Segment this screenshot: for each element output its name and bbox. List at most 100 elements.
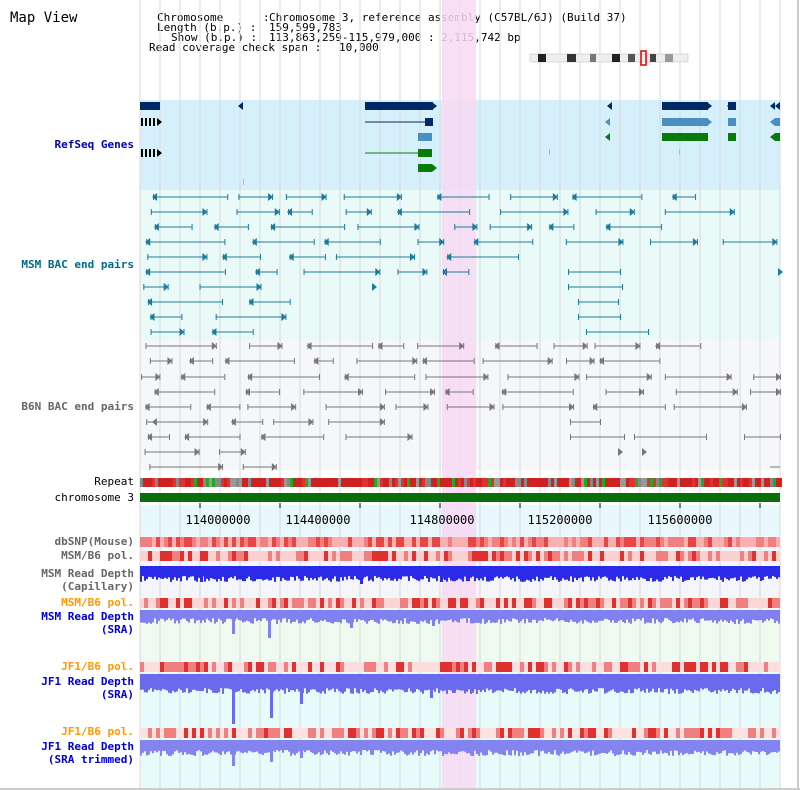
depth-bar xyxy=(750,740,752,755)
depth-bar xyxy=(408,566,410,581)
pol-block xyxy=(560,551,564,561)
repeat-block xyxy=(191,478,194,487)
pol-block xyxy=(264,551,268,561)
repeat-block xyxy=(410,478,413,487)
pol-block xyxy=(156,551,160,561)
depth-bar xyxy=(654,610,656,624)
depth-bar xyxy=(598,740,600,754)
jf1-depth-trim-label-1[interactable]: JF1 Read Depth xyxy=(41,740,134,753)
depth-bar xyxy=(166,566,168,579)
pol-block xyxy=(320,662,324,672)
pol-block xyxy=(200,598,204,608)
pol-block xyxy=(228,728,232,738)
depth-bar xyxy=(640,610,642,621)
feature-arrow xyxy=(548,223,554,231)
depth-bar xyxy=(350,566,352,580)
depth-bar xyxy=(280,566,282,582)
depth-bar xyxy=(650,566,652,578)
bac-end xyxy=(422,358,424,364)
depth-bar xyxy=(338,674,340,691)
depth-bar xyxy=(298,740,300,752)
repeat-block xyxy=(275,478,278,487)
depth-bar xyxy=(582,566,584,582)
depth-bar xyxy=(280,610,282,623)
pol-block xyxy=(352,598,356,608)
pol-block xyxy=(188,728,192,738)
dbsnp-track-label[interactable]: dbSNP(Mouse) xyxy=(54,535,134,548)
depth-bar xyxy=(428,740,430,755)
depth-bar xyxy=(212,740,214,751)
pol-block xyxy=(264,537,268,547)
bac-end xyxy=(556,194,558,200)
depth-bar xyxy=(728,610,730,624)
depth-bar xyxy=(320,740,322,756)
pol-block xyxy=(416,728,420,738)
repeat-block xyxy=(263,478,266,487)
bac-end xyxy=(416,358,418,364)
depth-bar xyxy=(424,610,426,621)
depth-bar xyxy=(614,610,616,623)
chromosome-track-label[interactable]: chromosome 3 xyxy=(54,491,134,504)
pol-block xyxy=(656,728,660,738)
depth-bar xyxy=(474,674,476,690)
jf1-depth-sra-label-1[interactable]: JF1 Read Depth xyxy=(41,675,134,688)
feature-arrow xyxy=(605,133,610,141)
msm-b6-pol-label[interactable]: MSM/B6 pol. xyxy=(61,549,134,562)
pol-block xyxy=(576,598,580,608)
depth-bar xyxy=(434,566,436,579)
depth-bar xyxy=(488,610,490,621)
axis-tick-label: 115200000 xyxy=(527,513,592,527)
depth-bar xyxy=(212,566,214,579)
bac-end xyxy=(307,343,309,349)
pol-block xyxy=(352,728,356,738)
pol-block xyxy=(316,728,320,738)
pol-block xyxy=(584,537,588,547)
repeat-track-label[interactable]: Repeat xyxy=(94,475,134,488)
bac-end xyxy=(567,209,569,215)
depth-bar xyxy=(510,674,512,691)
msm-depth-capillary-label-1[interactable]: MSM Read Depth xyxy=(41,567,134,580)
jf1-b6-pol-label[interactable]: JF1/B6 pol. xyxy=(61,660,134,673)
depth-bar xyxy=(644,740,646,753)
depth-bar xyxy=(640,740,642,753)
depth-bar xyxy=(194,740,196,756)
highlight-region xyxy=(442,0,476,790)
pol-block xyxy=(308,537,312,547)
depth-bar xyxy=(634,674,636,689)
depth-bar xyxy=(692,566,694,578)
pol-block xyxy=(612,598,616,608)
b6n-bac-track-label[interactable]: B6N BAC end pairs xyxy=(21,400,134,413)
repeat-block xyxy=(638,478,641,487)
depth-bar xyxy=(404,740,406,754)
gene-exon xyxy=(418,149,432,157)
depth-bar xyxy=(722,566,724,582)
depth-bar xyxy=(730,610,732,621)
depth-bar xyxy=(368,740,370,751)
pol-block xyxy=(320,728,324,738)
jf1-b6-pol-trim-label[interactable]: JF1/B6 pol. xyxy=(61,725,134,738)
msm-bac-track-label[interactable]: MSM BAC end pairs xyxy=(21,258,134,271)
pol-block xyxy=(480,728,484,738)
repeat-block xyxy=(608,478,611,487)
pol-block xyxy=(376,537,380,547)
depth-bar xyxy=(660,610,662,624)
depth-bar xyxy=(220,740,222,756)
feature-arrow xyxy=(655,342,661,350)
depth-bar xyxy=(550,610,552,621)
pol-block xyxy=(504,728,508,738)
msm-depth-sra-label-1[interactable]: MSM Read Depth xyxy=(41,610,134,623)
depth-bar xyxy=(156,674,158,691)
pol-block xyxy=(724,537,728,547)
pol-block xyxy=(500,662,504,672)
depth-bar xyxy=(608,674,610,692)
depth-bar xyxy=(640,566,642,578)
depth-bar xyxy=(416,610,418,624)
feature-arrow xyxy=(599,357,605,365)
msm-b6-pol-sra-label[interactable]: MSM/B6 pol. xyxy=(61,596,134,609)
repeat-block xyxy=(482,478,485,487)
depth-bar xyxy=(458,610,460,623)
pol-block xyxy=(360,551,364,561)
depth-bar xyxy=(164,566,166,578)
refseq-track-label[interactable]: RefSeq Genes xyxy=(54,138,134,151)
